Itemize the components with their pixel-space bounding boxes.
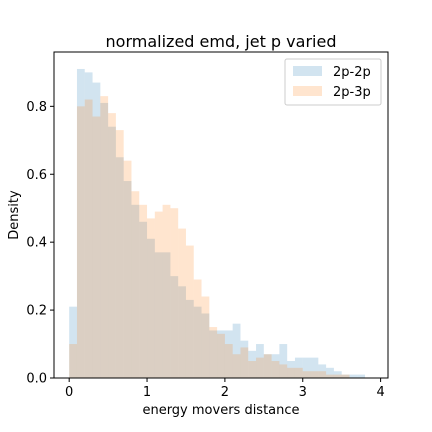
bar-2p-2p-22 bbox=[240, 340, 249, 378]
legend-frame bbox=[284, 58, 382, 106]
bar-2p-3p-27 bbox=[279, 364, 288, 378]
bar-2p-2p-35 bbox=[341, 374, 350, 378]
bar-2p-2p-21 bbox=[232, 323, 241, 378]
y-axis-label: Density bbox=[7, 190, 22, 240]
bar-2p-3p-23 bbox=[248, 361, 257, 378]
bar-2p-2p-1 bbox=[76, 68, 85, 379]
legend-label-2p-3p: 2p-3p bbox=[333, 85, 371, 100]
bar-2p-2p-32 bbox=[318, 364, 327, 378]
plot-frame bbox=[53, 51, 389, 379]
bar-2p-2p-27 bbox=[279, 344, 288, 378]
x-tick-label-4: 4 bbox=[376, 385, 384, 400]
bar-2p-3p-21 bbox=[232, 354, 241, 378]
bar-2p-3p-25 bbox=[263, 354, 272, 378]
x-tick-label-3: 3 bbox=[299, 385, 307, 400]
x-axis: 0 1 2 3 4 bbox=[65, 378, 385, 400]
bar-2p-3p-6 bbox=[115, 130, 124, 378]
bar-2p-2p-12 bbox=[162, 252, 171, 378]
bar-2p-3p-26 bbox=[271, 361, 280, 378]
bar-2p-2p-33 bbox=[326, 367, 334, 378]
bar-2p-3p-2 bbox=[84, 99, 93, 379]
bar-2p-2p-31 bbox=[310, 357, 319, 378]
bar-2p-3p-5 bbox=[108, 113, 116, 378]
bar-2p-3p-16 bbox=[193, 279, 202, 378]
bar-2p-3p-12 bbox=[162, 204, 171, 378]
bar-2p-2p-10 bbox=[147, 238, 155, 378]
bar-2p-2p-37 bbox=[357, 374, 366, 378]
bar-2p-3p-33 bbox=[326, 374, 334, 378]
bar-2p-2p-28 bbox=[287, 361, 295, 378]
bar-2p-3p-13 bbox=[170, 208, 179, 378]
bar-2p-2p-26 bbox=[271, 354, 280, 378]
bar-2p-3p-14 bbox=[178, 228, 186, 378]
bar-2p-2p-29 bbox=[294, 357, 303, 378]
bar-2p-3p-0 bbox=[69, 344, 77, 378]
bar-2p-2p-2 bbox=[84, 72, 93, 378]
bar-2p-2p-3 bbox=[92, 82, 101, 378]
bar-2p-3p-7 bbox=[123, 160, 132, 378]
bar-2p-2p-4 bbox=[100, 102, 109, 378]
bar-2p-2p-11 bbox=[154, 252, 163, 378]
bar-2p-3p-31 bbox=[310, 371, 319, 378]
chart-title: normalized emd, jet p varied bbox=[106, 32, 337, 51]
bar-2p-3p-34 bbox=[333, 374, 342, 378]
bar-2p-2p-24 bbox=[256, 344, 264, 378]
bar-2p-2p-9 bbox=[139, 221, 148, 378]
bar-2p-3p-19 bbox=[217, 333, 225, 378]
bar-2p-3p-24 bbox=[256, 357, 264, 378]
bar-2p-2p-0 bbox=[69, 306, 77, 378]
bar-2p-2p-25 bbox=[263, 354, 272, 378]
bar-2p-2p-36 bbox=[349, 374, 358, 378]
bar-2p-3p-32 bbox=[318, 371, 327, 378]
bar-2p-2p-16 bbox=[193, 306, 202, 378]
legend: 2p-2p 2p-3p bbox=[284, 58, 382, 106]
bar-2p-3p-22 bbox=[240, 347, 249, 378]
bar-2p-2p-20 bbox=[224, 330, 233, 378]
x-tick-label-2: 2 bbox=[221, 385, 229, 400]
bar-2p-3p-3 bbox=[92, 116, 101, 378]
legend-swatch-2p-2p bbox=[293, 66, 322, 76]
bar-2p-2p-23 bbox=[248, 350, 257, 378]
bar-2p-2p-19 bbox=[217, 330, 225, 378]
legend-swatch-2p-3p bbox=[293, 86, 322, 96]
bar-2p-2p-6 bbox=[115, 157, 124, 378]
bar-2p-3p-28 bbox=[287, 367, 295, 378]
bar-2p-2p-5 bbox=[108, 126, 116, 378]
x-tick-label-0: 0 bbox=[65, 385, 73, 400]
bar-2p-3p-20 bbox=[224, 344, 233, 378]
x-tick-label-1: 1 bbox=[143, 385, 151, 400]
bar-2p-2p-30 bbox=[302, 357, 311, 378]
y-axis: 0.0 0.2 0.4 0.6 0.8 bbox=[26, 100, 54, 387]
bar-2p-3p-1 bbox=[76, 106, 85, 378]
y-tick-label-2: 0.4 bbox=[26, 236, 47, 251]
bar-2p-3p-35 bbox=[341, 374, 350, 378]
y-tick-label-3: 0.6 bbox=[26, 168, 47, 183]
y-tick-label-0: 0.0 bbox=[26, 372, 47, 387]
x-axis-label: energy movers distance bbox=[142, 403, 299, 418]
bar-2p-2p-8 bbox=[131, 204, 140, 378]
bar-2p-2p-13 bbox=[170, 276, 179, 378]
bar-2p-3p-15 bbox=[185, 245, 194, 378]
bar-2p-3p-30 bbox=[302, 371, 311, 378]
bar-2p-3p-4 bbox=[100, 96, 109, 378]
bar-2p-2p-17 bbox=[201, 313, 210, 378]
bar-2p-3p-29 bbox=[294, 367, 303, 378]
bars-layer bbox=[69, 68, 366, 379]
y-tick-label-1: 0.2 bbox=[26, 304, 47, 319]
bar-2p-3p-18 bbox=[209, 327, 218, 378]
bar-2p-3p-9 bbox=[139, 204, 148, 378]
bar-2p-2p-14 bbox=[178, 286, 186, 378]
bar-2p-3p-17 bbox=[201, 296, 210, 378]
bar-2p-2p-18 bbox=[209, 330, 218, 378]
bar-2p-3p-11 bbox=[154, 211, 163, 378]
y-tick-label-4: 0.8 bbox=[26, 100, 47, 115]
bar-2p-2p-7 bbox=[123, 181, 132, 378]
bar-2p-2p-15 bbox=[185, 299, 194, 378]
bar-2p-3p-10 bbox=[147, 218, 155, 378]
legend-label-2p-2p: 2p-2p bbox=[333, 65, 371, 80]
bar-2p-2p-34 bbox=[333, 371, 342, 378]
bar-2p-3p-8 bbox=[131, 191, 140, 378]
